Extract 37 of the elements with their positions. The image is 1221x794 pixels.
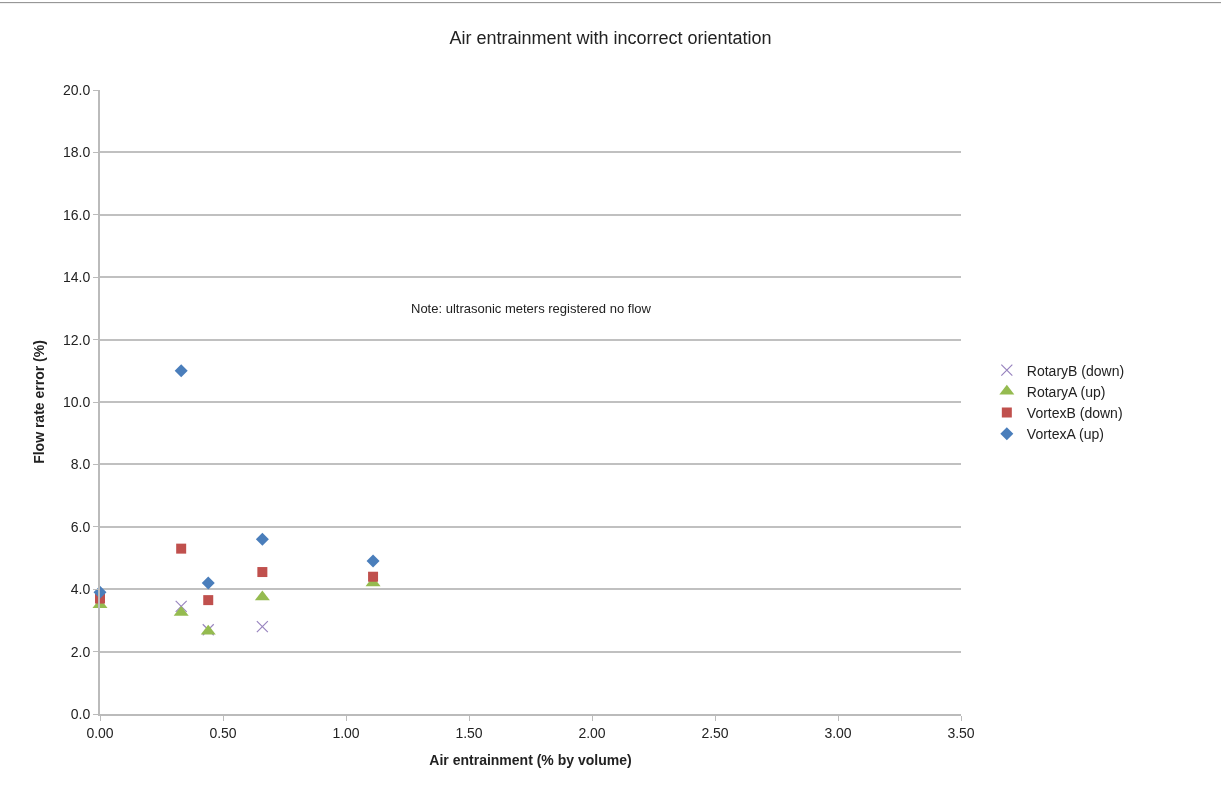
point [174, 364, 188, 378]
y-tick-label: 18.0 [62, 144, 91, 161]
chart-title: Air entrainment with incorrect orientation [449, 28, 772, 49]
y-tick-label: 4.0 [70, 581, 91, 598]
legend-label: VortexA (up) [1026, 426, 1104, 443]
x-tick-label: 3.50 [947, 724, 975, 741]
point [257, 567, 268, 578]
y-tick-label: 14.0 [62, 269, 91, 286]
legend-label: RotaryB (down) [1026, 362, 1125, 379]
x-tick-label: 2.00 [578, 724, 606, 741]
legend-label: RotaryA (up) [1026, 383, 1106, 400]
point [203, 595, 214, 606]
point [176, 543, 187, 554]
point [256, 620, 269, 633]
y-tick-label: 8.0 [70, 456, 91, 473]
y-tick-label: 12.0 [62, 331, 91, 348]
x-tick-label: 2.50 [701, 724, 729, 741]
x-tick-label: 1.50 [455, 724, 483, 741]
x-tick-label: 3.00 [824, 724, 852, 741]
point [255, 532, 269, 546]
y-tick-label: 20.0 [62, 81, 91, 98]
point [368, 571, 379, 582]
y-tick-label: 16.0 [62, 206, 91, 223]
point [366, 554, 380, 568]
y-tick-label: 10.0 [62, 393, 91, 410]
x-tick-label: 0.50 [209, 724, 237, 741]
x-tick-label: 0.00 [86, 724, 114, 741]
annotation: Note: ultrasonic meters registered no flow [411, 301, 652, 316]
point [201, 576, 215, 590]
point [175, 600, 188, 613]
legend-label: VortexB (down) [1026, 404, 1123, 421]
y-tick-label: 0.0 [70, 705, 91, 722]
y-tick-label: 6.0 [70, 518, 91, 535]
x-axis-title: Air entrainment (% by volume) [429, 751, 632, 768]
y-axis-title: Flow rate error (%) [31, 340, 48, 464]
x-tick-label: 1.00 [332, 724, 360, 741]
y-tick-label: 2.0 [70, 643, 91, 660]
